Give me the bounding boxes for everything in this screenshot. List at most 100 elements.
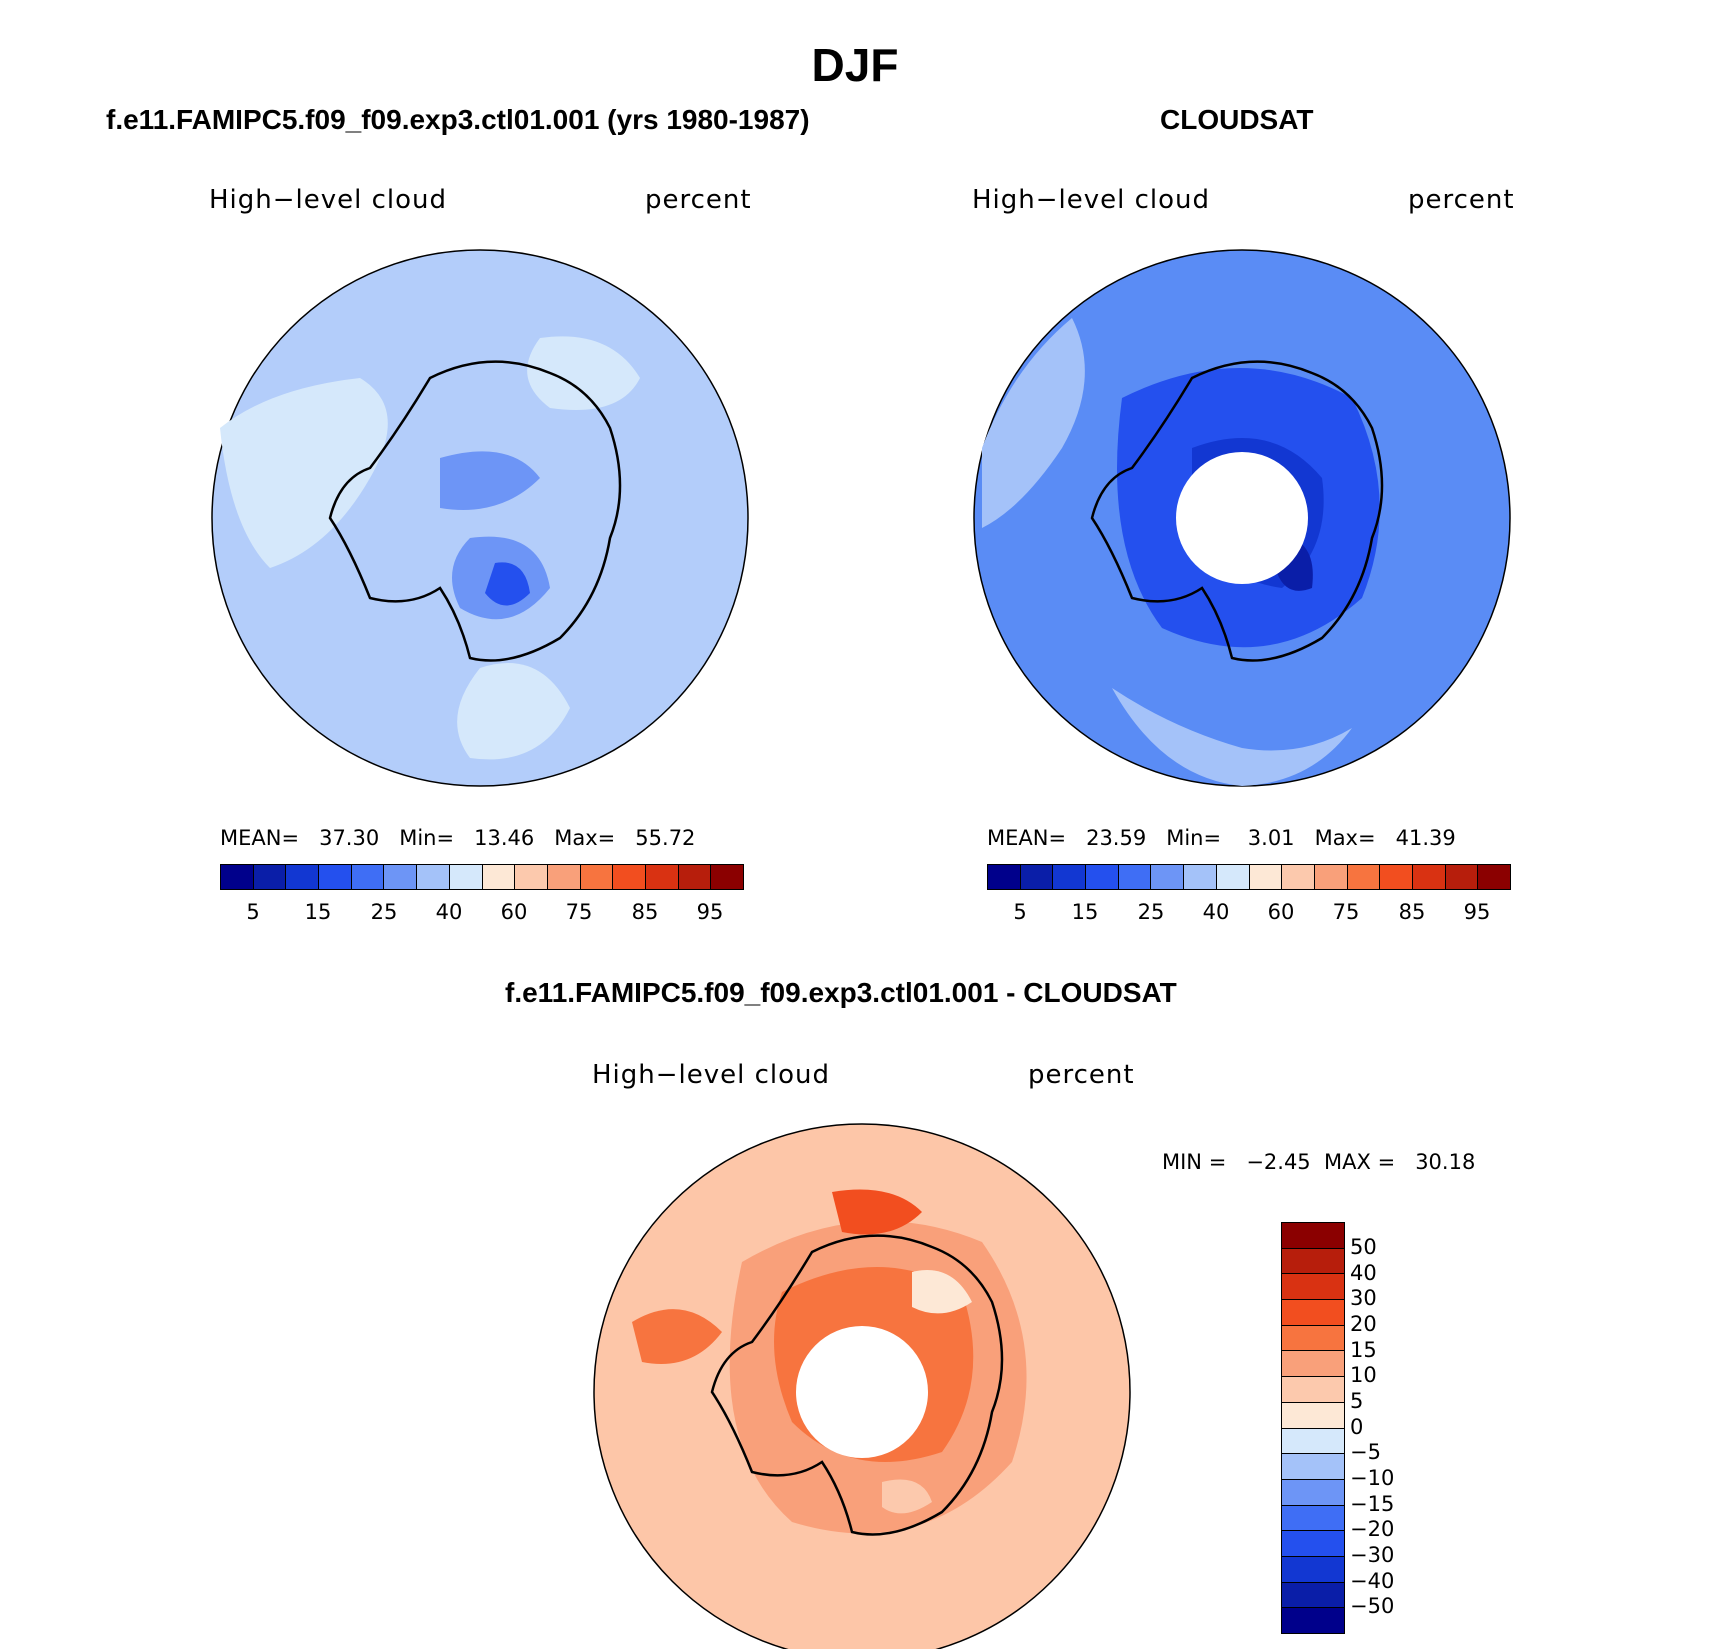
panel-1-units-label: percent bbox=[645, 185, 752, 215]
panel-2-map bbox=[973, 249, 1511, 787]
colorbar-swatch bbox=[1282, 1454, 1344, 1480]
colorbar-tick: 30 bbox=[1350, 1286, 1377, 1310]
colorbar-tick: 75 bbox=[565, 900, 593, 924]
colorbar-tick: 5 bbox=[246, 900, 260, 924]
panel-2-colorbar bbox=[987, 864, 1511, 890]
colorbar-tick: −10 bbox=[1350, 1466, 1395, 1490]
colorbar-swatch bbox=[1282, 1531, 1344, 1557]
panel-1-field-region bbox=[527, 336, 640, 410]
colorbar-swatch bbox=[1282, 1479, 1344, 1506]
colorbar-swatch bbox=[988, 865, 1021, 889]
colorbar-tick: 25 bbox=[1137, 900, 1165, 924]
colorbar-swatch bbox=[1249, 865, 1283, 889]
panel-3-field-region bbox=[832, 1189, 922, 1235]
panel-1-stats: MEAN= 37.30 Min= 13.46 Max= 55.72 bbox=[220, 826, 696, 850]
colorbar-swatch bbox=[1445, 865, 1479, 889]
colorbar-tick: 5 bbox=[1013, 900, 1027, 924]
colorbar-swatch bbox=[1282, 865, 1315, 889]
colorbar-tick: 85 bbox=[1398, 900, 1426, 924]
colorbar-swatch bbox=[1282, 1300, 1344, 1326]
panel-3-variable-label: High−level cloud bbox=[592, 1060, 831, 1090]
colorbar-tick: 0 bbox=[1350, 1415, 1364, 1439]
colorbar-swatch bbox=[1086, 865, 1119, 889]
colorbar-swatch bbox=[678, 865, 712, 889]
panel-1-field-region bbox=[457, 663, 570, 760]
colorbar-tick: −20 bbox=[1350, 1517, 1395, 1541]
colorbar-tick: −50 bbox=[1350, 1594, 1395, 1618]
panel-2-field-region bbox=[1112, 688, 1352, 786]
colorbar-tick: 15 bbox=[1350, 1338, 1377, 1362]
colorbar-tick: 10 bbox=[1350, 1363, 1377, 1387]
colorbar-tick: 60 bbox=[1267, 900, 1295, 924]
colorbar-swatch bbox=[1282, 1325, 1344, 1352]
panel-1-title: f.e11.FAMIPC5.f09_f09.exp3.ctl01.001 (yr… bbox=[106, 104, 810, 135]
colorbar-swatch bbox=[253, 865, 287, 889]
panel-2-units-label: percent bbox=[1408, 185, 1515, 215]
colorbar-swatch bbox=[384, 865, 418, 889]
colorbar-swatch bbox=[1282, 1608, 1344, 1633]
colorbar-swatch bbox=[1282, 1402, 1344, 1429]
colorbar-tick: 40 bbox=[435, 900, 463, 924]
colorbar-swatch bbox=[547, 865, 581, 889]
panel-2-field-region bbox=[982, 318, 1085, 528]
colorbar-swatch bbox=[1282, 1377, 1344, 1403]
panel-3-field-region bbox=[912, 1270, 972, 1314]
colorbar-swatch bbox=[286, 865, 320, 889]
colorbar-swatch bbox=[1020, 865, 1054, 889]
colorbar-tick: 15 bbox=[1071, 900, 1099, 924]
colorbar-tick: −15 bbox=[1350, 1492, 1395, 1516]
panel-1-colorbar-ticks: 5 15 25 40 60 75 85 95 bbox=[220, 900, 742, 930]
colorbar-swatch bbox=[1282, 1274, 1344, 1301]
panel-2-polar-gap bbox=[1176, 452, 1308, 584]
colorbar-tick: 50 bbox=[1350, 1235, 1377, 1259]
colorbar-tick: −30 bbox=[1350, 1543, 1395, 1567]
colorbar-swatch bbox=[580, 865, 614, 889]
colorbar-swatch bbox=[1412, 865, 1446, 889]
panel-2-coastline bbox=[1090, 360, 1384, 662]
colorbar-swatch bbox=[1282, 1428, 1344, 1455]
colorbar-swatch bbox=[1282, 1351, 1344, 1378]
colorbar-tick: −5 bbox=[1350, 1440, 1381, 1464]
panel-1-variable-label: High−level cloud bbox=[209, 185, 448, 215]
colorbar-swatch bbox=[515, 865, 548, 889]
panel-3-stats: MIN = −2.45 MAX = 30.18 bbox=[1162, 1150, 1476, 1174]
colorbar-tick: 60 bbox=[500, 900, 528, 924]
panel-1-map bbox=[211, 249, 749, 787]
colorbar-swatch bbox=[319, 865, 352, 889]
colorbar-swatch bbox=[1151, 865, 1185, 889]
panel-1-coastline bbox=[328, 360, 622, 662]
colorbar-swatch bbox=[221, 865, 254, 889]
colorbar-tick: 40 bbox=[1202, 900, 1230, 924]
panel-3-field-region bbox=[632, 1309, 722, 1364]
colorbar-swatch bbox=[482, 865, 516, 889]
colorbar-swatch bbox=[1347, 865, 1381, 889]
panel-2-colorbar-ticks: 5 15 25 40 60 75 85 95 bbox=[987, 900, 1509, 930]
panel-2-variable-label: High−level cloud bbox=[972, 185, 1211, 215]
colorbar-swatch bbox=[1216, 865, 1250, 889]
colorbar-swatch bbox=[1380, 865, 1413, 889]
panel-3-map bbox=[593, 1123, 1131, 1649]
colorbar-swatch bbox=[1282, 1223, 1344, 1249]
colorbar-swatch bbox=[1282, 1505, 1344, 1532]
colorbar-swatch bbox=[1282, 1556, 1344, 1583]
colorbar-tick: 25 bbox=[370, 900, 398, 924]
colorbar-swatch bbox=[1053, 865, 1087, 889]
panel-2-field-region bbox=[1277, 538, 1313, 591]
colorbar-swatch bbox=[645, 865, 679, 889]
colorbar-swatch bbox=[351, 865, 385, 889]
panel-3-polar-gap bbox=[796, 1326, 928, 1458]
colorbar-tick: 40 bbox=[1350, 1261, 1377, 1285]
colorbar-swatch bbox=[1184, 865, 1217, 889]
panel-3-field-region bbox=[882, 1479, 932, 1514]
panel-1-field-region bbox=[485, 562, 530, 606]
colorbar-tick: 85 bbox=[631, 900, 659, 924]
colorbar-tick: −40 bbox=[1350, 1569, 1395, 1593]
colorbar-swatch bbox=[1282, 1582, 1344, 1609]
colorbar-tick: 95 bbox=[1463, 900, 1491, 924]
panel-1-colorbar bbox=[220, 864, 744, 890]
colorbar-swatch bbox=[1282, 1248, 1344, 1275]
colorbar-swatch bbox=[449, 865, 483, 889]
colorbar-swatch bbox=[711, 865, 743, 889]
panel-3-units-label: percent bbox=[1028, 1060, 1135, 1090]
colorbar-swatch bbox=[1118, 865, 1152, 889]
